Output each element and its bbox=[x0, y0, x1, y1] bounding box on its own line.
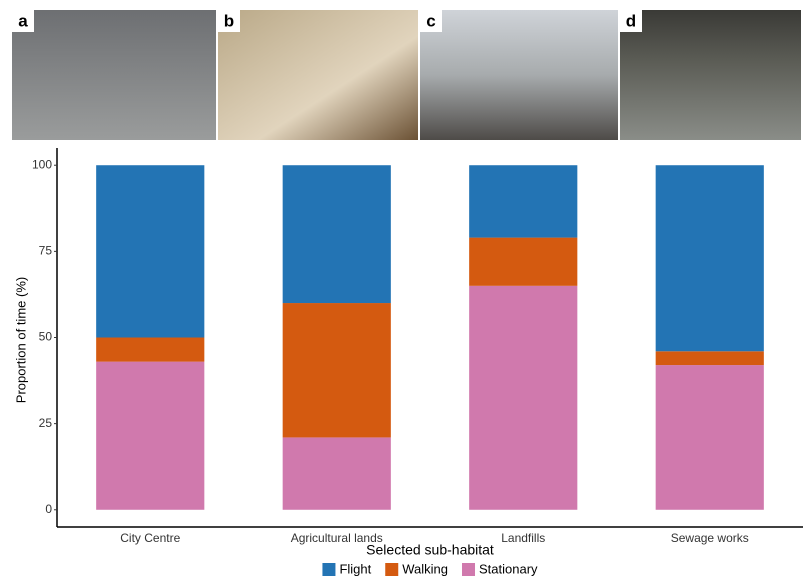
bar-segment bbox=[282, 165, 391, 304]
y-tick-label: 0 bbox=[45, 502, 52, 516]
panel-label-box bbox=[420, 10, 442, 32]
y-tick-label: 50 bbox=[39, 330, 53, 344]
bar-segment bbox=[469, 165, 578, 238]
legend-swatch bbox=[462, 563, 476, 576]
y-tick-label: 100 bbox=[32, 157, 52, 171]
x-tick-label: Landfills bbox=[501, 531, 545, 545]
y-axis-title: Proportion of time (%) bbox=[13, 277, 28, 403]
bar-segment bbox=[96, 361, 205, 510]
panel-label-box bbox=[218, 10, 240, 32]
legend-label: Flight bbox=[339, 561, 371, 576]
bar-segment bbox=[469, 285, 578, 510]
y-tick-label: 25 bbox=[39, 416, 53, 430]
bar-segment bbox=[655, 351, 764, 366]
y-tick-label: 75 bbox=[39, 244, 53, 258]
legend-swatch bbox=[322, 563, 336, 576]
bar-segment bbox=[655, 165, 764, 352]
bar-segment bbox=[469, 237, 578, 286]
panel-label: c bbox=[426, 11, 435, 30]
photo-city bbox=[12, 10, 216, 140]
bar-segment bbox=[655, 365, 764, 510]
panel-label: d bbox=[626, 11, 636, 30]
bar-segment bbox=[282, 437, 391, 510]
panel-label: a bbox=[18, 11, 28, 30]
legend-label: Walking bbox=[402, 561, 448, 576]
x-tick-label: City Centre bbox=[120, 531, 180, 545]
bar-segment bbox=[96, 337, 205, 362]
x-tick-label: Agricultural lands bbox=[291, 531, 383, 545]
bar-segment bbox=[282, 303, 391, 438]
bar-segment bbox=[96, 165, 205, 338]
x-tick-label: Sewage works bbox=[671, 531, 749, 545]
legend-swatch bbox=[385, 563, 399, 576]
photo-agricultural bbox=[218, 10, 418, 140]
photo-sewage bbox=[620, 10, 801, 140]
photo-landfill bbox=[420, 10, 618, 140]
panel-label: b bbox=[224, 11, 234, 30]
x-axis-title: Selected sub-habitat bbox=[366, 542, 494, 558]
panel-label-box bbox=[620, 10, 642, 32]
legend-label: Stationary bbox=[479, 561, 538, 576]
panel-label-box bbox=[12, 10, 34, 32]
